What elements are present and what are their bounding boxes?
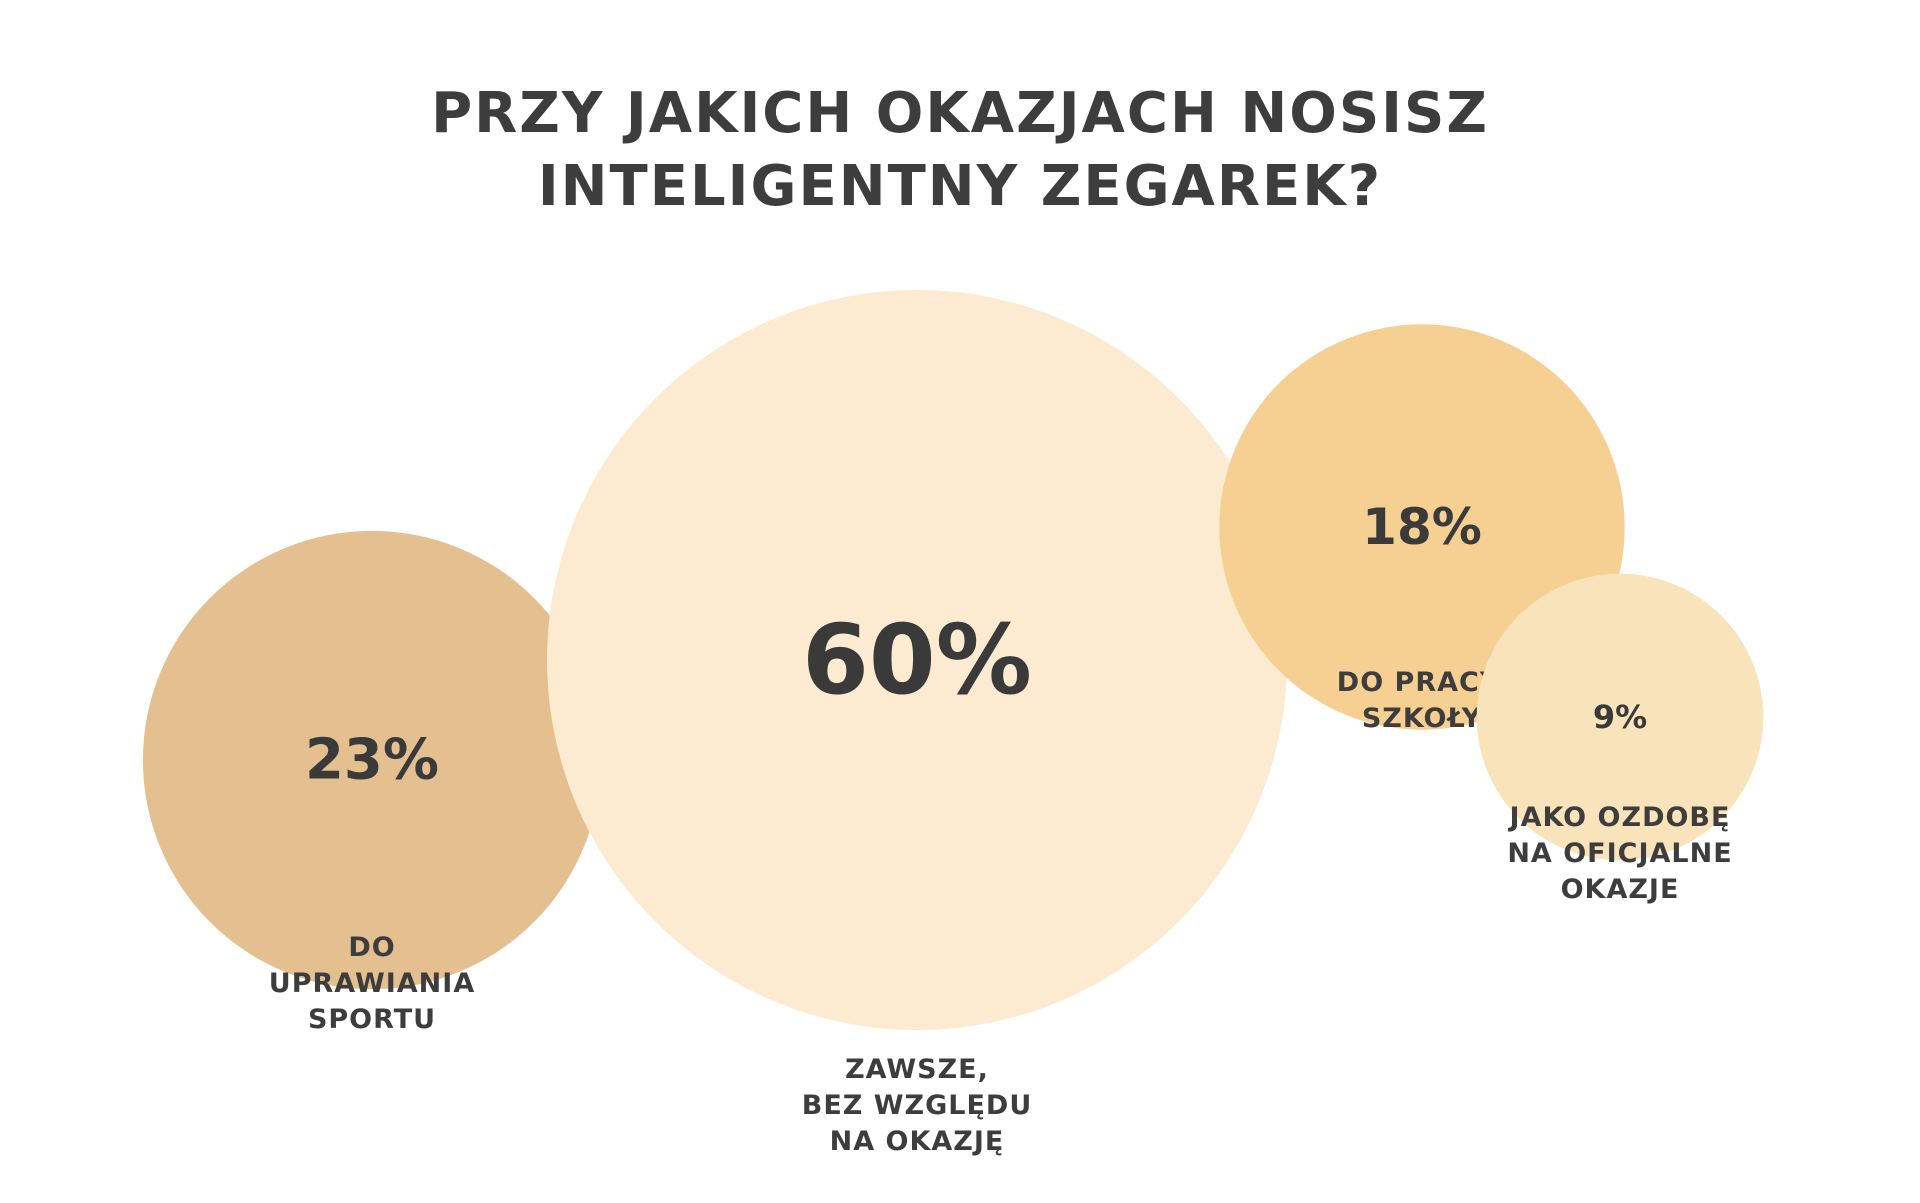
bubble-value-label-3: 18% <box>1362 498 1482 556</box>
bubble-category-label-4-line-1: JAKO OZDOBĘ <box>1508 802 1731 833</box>
bubble-4 <box>1476 573 1764 861</box>
bubble-2 <box>547 290 1287 1030</box>
bubble-1 <box>142 530 602 990</box>
bubble-category-label-2-line-1: ZAWSZE, <box>845 1054 989 1085</box>
bubble-category-label-1-line-1: DO <box>348 932 395 963</box>
bubble-category-label-4-line-3: OKAZJE <box>1561 874 1680 905</box>
bubble-category-label-2-line-3: NA OKAZJĘ <box>830 1126 1005 1157</box>
chart-title-line-2: INTELIGENTNY ZEGAREK? <box>538 154 1382 219</box>
bubble-value-label-4: 9% <box>1593 698 1647 736</box>
bubble-category-label-1-line-3: SPORTU <box>308 1004 436 1035</box>
bubble-category-label-1-line-2: UPRAWIANIA <box>269 968 475 999</box>
bubble-category-label-3-line-1: DO PRACY, <box>1337 667 1507 698</box>
bubble-category-label-2-line-2: BEZ WZGLĘDU <box>802 1090 1033 1121</box>
chart-title-line-1: PRZY JAKICH OKAZJACH NOSISZ <box>431 81 1489 146</box>
bubbles-group: 23% DO UPRAWIANIA SPORTU 60% ZAWSZE, BEZ WZGLĘ… <box>142 290 1764 1157</box>
bubble-category-label-4-line-2: NA OFICJALNE <box>1507 838 1732 869</box>
bubble-category-label-3-line-2: SZKOŁY <box>1362 703 1482 734</box>
bubble-value-label-2: 60% <box>802 604 1032 716</box>
bubble-value-label-1: 23% <box>305 728 439 793</box>
